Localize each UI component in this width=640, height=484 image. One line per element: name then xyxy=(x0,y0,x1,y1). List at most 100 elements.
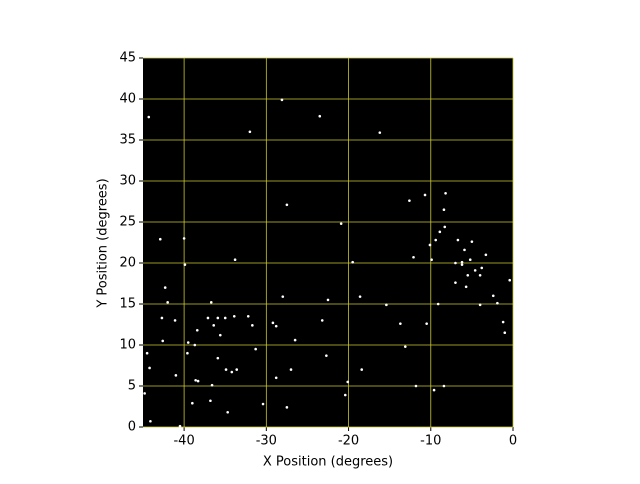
star-point xyxy=(478,303,482,307)
x-tick-label: 0 xyxy=(509,434,517,449)
star-point xyxy=(186,341,190,344)
star-point xyxy=(464,285,468,289)
star-point xyxy=(326,298,330,302)
x-tick-label: -10 xyxy=(420,434,441,449)
star-point xyxy=(254,347,257,351)
star-point xyxy=(318,114,322,118)
star-point xyxy=(183,263,187,266)
star-point xyxy=(149,419,152,423)
star-point xyxy=(501,320,505,324)
star-point xyxy=(454,261,457,265)
star-point xyxy=(346,380,350,384)
star-point xyxy=(444,192,447,195)
star-point xyxy=(484,253,488,257)
star-point xyxy=(161,339,165,343)
x-tick-label: -20 xyxy=(338,434,359,449)
star-point xyxy=(210,383,214,387)
star-point xyxy=(206,316,210,320)
star-point xyxy=(143,392,146,395)
y-tick-label: 40 xyxy=(119,92,136,107)
star-point xyxy=(271,321,275,325)
star-point xyxy=(456,238,460,242)
y-axis-label: Y Position (degrees) xyxy=(96,178,111,308)
star-point xyxy=(223,316,227,320)
star-point xyxy=(232,315,236,318)
star-point xyxy=(178,424,182,428)
y-tick-label: 25 xyxy=(119,215,136,230)
y-tick-label: 10 xyxy=(119,338,136,353)
star-point xyxy=(403,345,407,348)
x-tick-label: -30 xyxy=(256,434,277,449)
star-point xyxy=(158,237,162,241)
star-point xyxy=(423,193,427,197)
star-point xyxy=(443,225,447,229)
y-tick-label: 35 xyxy=(119,133,136,148)
star-point xyxy=(320,319,324,322)
star-point xyxy=(233,258,237,262)
star-point xyxy=(274,376,278,380)
star-point xyxy=(408,199,411,202)
star-point xyxy=(425,322,428,325)
x-axis-label: X Position (degrees) xyxy=(263,455,393,470)
star-point xyxy=(473,269,477,272)
star-point xyxy=(230,370,234,374)
star-point xyxy=(480,266,484,270)
star-point xyxy=(343,393,347,397)
star-point xyxy=(280,98,284,102)
star-point xyxy=(360,368,364,371)
star-point xyxy=(454,281,457,284)
star-point xyxy=(148,366,151,370)
star-point xyxy=(251,324,254,327)
star-point xyxy=(428,243,432,247)
star-point xyxy=(351,260,354,264)
star-point xyxy=(145,351,149,355)
y-tick-label: 45 xyxy=(119,51,136,66)
plot-area xyxy=(143,58,513,427)
star-point xyxy=(163,286,167,289)
star-point xyxy=(434,238,438,242)
star-point xyxy=(285,203,289,207)
star-point xyxy=(508,278,512,282)
star-point xyxy=(436,302,440,306)
star-point xyxy=(466,274,470,277)
star-point xyxy=(385,303,388,307)
star-point xyxy=(216,316,220,320)
star-point xyxy=(358,295,362,298)
star-point xyxy=(478,274,482,277)
star-point xyxy=(160,316,164,320)
star-point xyxy=(496,301,499,305)
star-point xyxy=(289,368,293,371)
star-point xyxy=(378,131,382,134)
star-point xyxy=(209,399,212,403)
star-point xyxy=(463,248,466,252)
star-point xyxy=(293,338,297,342)
star-point xyxy=(182,237,186,240)
star-point xyxy=(212,324,216,327)
y-tick-label: 0 xyxy=(128,420,136,435)
star-point xyxy=(226,410,229,414)
star-point xyxy=(399,322,402,325)
star-point xyxy=(438,230,442,234)
star-point xyxy=(468,258,472,262)
star-point xyxy=(339,222,343,225)
star-point xyxy=(218,333,222,337)
star-point xyxy=(430,258,433,262)
star-point xyxy=(194,378,197,382)
star-point xyxy=(470,240,474,243)
star-point xyxy=(186,351,189,355)
star-point xyxy=(491,294,495,298)
y-tick-label: 30 xyxy=(119,174,136,189)
star-point xyxy=(285,406,289,409)
star-point xyxy=(281,295,285,298)
star-point xyxy=(442,208,446,211)
star-point xyxy=(246,315,250,318)
y-tick-label: 5 xyxy=(128,379,136,394)
star-point xyxy=(191,401,194,405)
star-point xyxy=(224,368,228,371)
star-point xyxy=(195,328,199,332)
star-point xyxy=(325,354,328,357)
star-point xyxy=(460,260,464,264)
star-point xyxy=(412,255,415,259)
x-tick-label: -40 xyxy=(173,434,194,449)
